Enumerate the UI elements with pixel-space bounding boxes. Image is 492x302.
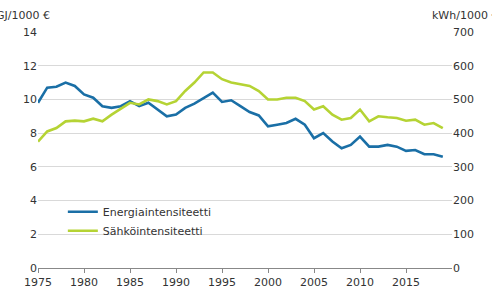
svg-text:2015: 2015 bbox=[392, 276, 420, 289]
svg-text:0: 0 bbox=[453, 262, 460, 275]
svg-text:0: 0 bbox=[30, 262, 37, 275]
svg-text:2: 2 bbox=[30, 228, 37, 241]
svg-text:12: 12 bbox=[23, 60, 37, 73]
svg-text:14: 14 bbox=[23, 26, 37, 39]
svg-text:2005: 2005 bbox=[300, 276, 328, 289]
svg-text:500: 500 bbox=[453, 93, 474, 106]
svg-text:100: 100 bbox=[453, 228, 474, 241]
svg-text:8: 8 bbox=[30, 127, 37, 140]
svg-text:1980: 1980 bbox=[70, 276, 98, 289]
svg-text:700: 700 bbox=[453, 26, 474, 39]
svg-text:1990: 1990 bbox=[162, 276, 190, 289]
svg-text:Sähköintensiteetti: Sähköintensiteetti bbox=[103, 225, 203, 238]
svg-text:600: 600 bbox=[453, 60, 474, 73]
svg-text:1975: 1975 bbox=[24, 276, 52, 289]
svg-text:GJ/1000 €: GJ/1000 € bbox=[0, 9, 50, 22]
svg-text:2010: 2010 bbox=[346, 276, 374, 289]
svg-text:400: 400 bbox=[453, 127, 474, 140]
svg-text:1995: 1995 bbox=[208, 276, 236, 289]
svg-text:300: 300 bbox=[453, 161, 474, 174]
svg-text:2000: 2000 bbox=[254, 276, 282, 289]
svg-text:kWh/1000 €: kWh/1000 € bbox=[432, 9, 492, 22]
svg-text:6: 6 bbox=[30, 161, 37, 174]
svg-text:200: 200 bbox=[453, 194, 474, 207]
svg-text:10: 10 bbox=[23, 93, 37, 106]
svg-text:4: 4 bbox=[30, 194, 37, 207]
svg-text:1985: 1985 bbox=[116, 276, 144, 289]
svg-text:Energiaintensiteetti: Energiaintensiteetti bbox=[103, 206, 211, 219]
